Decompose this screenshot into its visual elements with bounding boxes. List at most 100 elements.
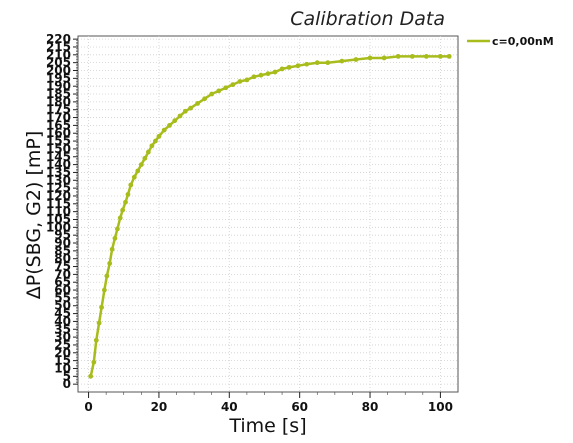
data-point [237,79,243,84]
y-tick-label: 35 [54,322,71,336]
y-tick-label: 45 [54,307,71,321]
y-tick-label: 40 [54,314,71,328]
y-tick-label: 215 [46,40,71,54]
data-point [131,174,137,180]
x-tick-label: 60 [291,400,308,414]
data-point [304,61,310,67]
data-point [161,127,167,133]
x-tick-label: 40 [221,400,238,414]
data-point [265,71,271,77]
y-tick-label: 5 [63,369,71,383]
data-point [125,191,131,197]
data-point [446,53,452,59]
y-tick-label: 105 [46,212,71,226]
y-tick-label: 130 [46,173,71,187]
data-point [423,53,429,59]
data-point [279,66,285,72]
y-tick-label: 75 [54,260,71,274]
data-point [88,373,94,379]
y-tick-label: 80 [54,252,71,266]
y-tick-label: 200 [46,64,71,78]
y-tick-label: 55 [54,291,71,305]
data-point [223,85,229,91]
y-tick-label: 135 [46,165,71,179]
series-layer [88,53,452,379]
data-point [135,168,141,174]
data-point [209,91,215,97]
data-point [195,101,201,106]
x-tick-label: 0 [84,400,92,414]
data-point [128,182,134,188]
y-tick-label: 0 [63,377,71,391]
y-tick-label: 15 [54,354,71,368]
data-point [286,64,292,70]
chart-title: Calibration Data [290,8,445,30]
y-tick-label: 30 [54,330,71,344]
y-axis-label: ΔP(SBG, G2) [mP] [23,131,45,300]
x-axis-label: Time [s] [228,415,306,437]
data-point [177,113,183,119]
y-tick-label: 180 [46,95,71,109]
data-point [96,320,102,326]
y-tick-label: 50 [54,299,71,313]
y-tick-label: 185 [46,87,71,101]
data-point [367,55,373,61]
data-point [395,53,401,59]
y-tick-label: 140 [46,158,71,172]
data-point [272,69,278,75]
axes: 0510152025303540455055606570758085909510… [46,32,453,414]
data-point [117,215,123,221]
data-point [101,287,107,293]
y-tick-label: 60 [54,283,71,297]
legend: c=0,00nM [467,35,554,48]
y-tick-label: 145 [46,150,71,164]
data-point [123,199,128,205]
data-point [230,82,236,88]
y-tick-label: 120 [46,189,71,203]
y-tick-label: 95 [54,228,71,242]
y-tick-label: 210 [46,48,71,62]
y-tick-label: 155 [46,134,71,148]
y-tick-label: 195 [46,71,71,85]
data-point [120,207,126,213]
y-tick-label: 90 [54,236,71,250]
data-point [353,57,359,62]
y-tick-label: 70 [54,267,71,281]
data-point [295,63,301,69]
x-tick-label: 80 [362,400,379,414]
y-tick-label: 85 [54,244,71,258]
data-point [138,162,144,167]
data-point [107,261,113,266]
data-point [99,304,104,310]
y-tick-label: 170 [46,111,71,125]
data-point [438,53,443,59]
y-tick-label: 100 [46,220,71,234]
data-point [104,273,110,279]
y-tick-label: 150 [46,142,71,156]
data-point [142,155,148,161]
data-point [182,108,188,114]
y-tick-label: 160 [46,126,71,140]
y-tick-label: 65 [54,275,71,289]
data-point [251,74,257,80]
data-point [167,122,172,128]
data-point [202,96,208,102]
data-point [156,133,162,139]
data-point [409,53,415,59]
data-point [258,72,264,78]
data-point [109,246,115,252]
data-point [172,118,178,124]
y-tick-label: 20 [54,346,71,360]
legend-label: c=0,00nM [492,35,554,48]
y-tick-label: 10 [54,361,71,375]
y-tick-label: 175 [46,103,71,117]
data-point [188,105,193,111]
data-point [93,337,99,343]
data-point [153,138,158,144]
y-tick-label: 125 [46,181,71,195]
data-point [314,60,320,66]
y-tick-label: 190 [46,79,71,93]
plot-area [77,35,459,393]
